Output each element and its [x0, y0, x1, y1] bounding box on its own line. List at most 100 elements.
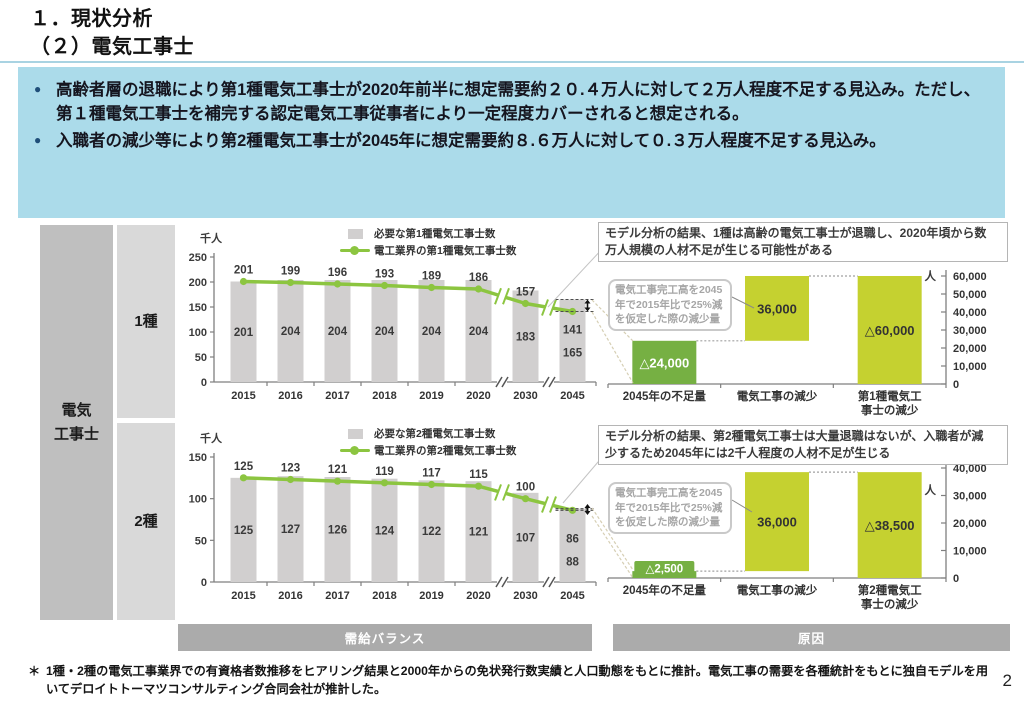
svg-text:20,000: 20,000 — [953, 518, 987, 530]
svg-text:2030: 2030 — [513, 390, 537, 402]
svg-text:2045: 2045 — [560, 590, 584, 602]
svg-text:124: 124 — [375, 525, 395, 537]
svg-text:△60,000: △60,000 — [865, 323, 915, 338]
svg-text:0: 0 — [953, 573, 959, 585]
svg-text:2045: 2045 — [560, 390, 584, 402]
svg-text:2030: 2030 — [513, 590, 537, 602]
svg-text:第2種電気工: 第2種電気工 — [858, 583, 922, 597]
svg-text:2045年の不足量: 2045年の不足量 — [623, 583, 707, 597]
svg-text:2015: 2015 — [231, 390, 255, 402]
y-axis-unit-label: 千人 — [200, 233, 222, 245]
svg-text:196: 196 — [328, 267, 347, 279]
svg-text:2045年の不足量: 2045年の不足量 — [623, 389, 707, 403]
svg-text:2018: 2018 — [372, 390, 396, 402]
svg-text:122: 122 — [422, 526, 441, 538]
type2-cause-chart: 0 10,000 20,000 30,000 40,000 人 △2,500 36,000 △3… — [600, 462, 1024, 632]
svg-text:165: 165 — [563, 348, 583, 360]
type2-bar-line-svg: 0 50 100 150 2015 2016 2017 2018 2019 2020 2030 204… — [189, 452, 597, 602]
type1-model-callout: モデル分析の結果、1種は高齢の電気工事士が退職し、2020年頃から数 万人規模の… — [598, 222, 1008, 262]
svg-text:電気工事の減少: 電気工事の減少 — [737, 389, 818, 403]
svg-text:100: 100 — [516, 482, 535, 494]
svg-text:人: 人 — [925, 483, 937, 497]
type1-assumption-note: 電気工事完工高を2045 年で2015年比で25%減 を仮定した際の減少量 — [608, 279, 732, 332]
type1-supply-demand-chart: 千人 必要な第1種電気工事士数 電工業界の第1種電気工事士数 0 50 100 150… — [180, 227, 600, 423]
type1-cause-chart: 0 10,000 20,000 30,000 40,000 50,000 60,000 人 △2… — [600, 260, 1024, 430]
svg-text:150: 150 — [189, 302, 207, 314]
section-label-cause: 原因 — [613, 624, 1010, 651]
legend-item-industry-type1: 電工業界の第1種電気工事士数 — [338, 243, 516, 258]
summary-bullet: 高齢者層の退職により第1種電気工事士が2020年前半に想定需要約２０.４万人に対… — [32, 79, 987, 127]
svg-text:2015: 2015 — [231, 590, 255, 602]
svg-text:115: 115 — [469, 469, 488, 481]
svg-text:193: 193 — [375, 269, 394, 281]
svg-text:2017: 2017 — [325, 590, 349, 602]
page-title: １．現状分析 （２）電気工事士 — [30, 8, 194, 58]
svg-text:事士の減少: 事士の減少 — [861, 403, 919, 417]
svg-text:人: 人 — [925, 269, 937, 283]
legend-label: 電工業界の第2種電気工事士数 — [374, 445, 517, 457]
svg-text:117: 117 — [422, 468, 441, 480]
svg-text:36,000: 36,000 — [757, 301, 797, 316]
svg-text:30,000: 30,000 — [953, 325, 987, 337]
svg-text:△38,500: △38,500 — [865, 518, 915, 533]
svg-text:123: 123 — [281, 463, 300, 475]
footnote-text: 1種・2種の電気工事業界での有資格者数推移をヒアリング結果と2000年からの免状… — [46, 664, 989, 697]
svg-text:100: 100 — [189, 327, 207, 339]
svg-text:事士の減少: 事士の減少 — [861, 597, 919, 611]
y-axis-unit-label: 千人 — [200, 433, 222, 445]
type2-assumption-note: 電気工事完工高を2045 年で2015年比で25%減 を仮定した際の減少量 — [608, 482, 732, 535]
svg-text:0: 0 — [201, 377, 207, 389]
svg-text:100: 100 — [189, 494, 207, 506]
summary-bullet: 入職者の減少等により第2種電気工事士が2045年に想定需要約８.６万人に対して０… — [32, 130, 987, 154]
svg-text:126: 126 — [328, 525, 347, 537]
svg-text:157: 157 — [516, 287, 535, 299]
svg-text:127: 127 — [281, 524, 300, 536]
svg-text:201: 201 — [234, 327, 254, 339]
svg-text:201: 201 — [234, 265, 254, 277]
svg-text:204: 204 — [422, 326, 442, 338]
sidebar-row-type2: 2種 — [117, 423, 175, 620]
sidebar-row-type1: 1種 — [117, 225, 175, 418]
type2-supply-demand-chart: 千人 必要な第2種電気工事士数 電工業界の第2種電気工事士数 0 50 100 150… — [180, 427, 600, 623]
page-number: 2 — [1002, 671, 1012, 690]
svg-text:0: 0 — [201, 577, 207, 589]
svg-text:60,000: 60,000 — [953, 271, 987, 283]
svg-text:2020: 2020 — [466, 390, 490, 402]
svg-text:183: 183 — [516, 331, 535, 343]
svg-text:2019: 2019 — [419, 390, 443, 402]
bar-swatch-icon — [338, 228, 372, 239]
svg-text:121: 121 — [328, 464, 348, 476]
type1-bar-line-svg: 0 50 100 150 200 250 2015 2016 2017 2018 2019 2020 2… — [189, 252, 597, 402]
svg-text:40,000: 40,000 — [953, 463, 987, 475]
legend-item-industry-type2: 電工業界の第2種電気工事士数 — [338, 443, 516, 458]
bar-swatch-icon — [338, 428, 372, 439]
legend-label: 電工業界の第1種電気工事士数 — [374, 245, 517, 257]
type1-waterfall-svg: 0 10,000 20,000 30,000 40,000 50,000 60,000 人 △2… — [607, 269, 987, 417]
svg-text:121: 121 — [469, 527, 489, 539]
summary-box: 高齢者層の退職により第1種電気工事士が2020年前半に想定需要約２０.４万人に対… — [18, 67, 1005, 218]
legend-item-required-type2: 必要な第2種電気工事士数 — [338, 426, 516, 441]
svg-text:10,000: 10,000 — [953, 546, 987, 558]
svg-text:電気工事の減少: 電気工事の減少 — [737, 583, 818, 597]
svg-text:88: 88 — [566, 557, 579, 569]
svg-text:第1種電気工: 第1種電気工 — [858, 389, 922, 403]
svg-text:2019: 2019 — [419, 590, 443, 602]
svg-text:119: 119 — [375, 466, 394, 478]
summary-bullet-list: 高齢者層の退職により第1種電気工事士が2020年前半に想定需要約２０.４万人に対… — [32, 79, 987, 153]
svg-text:204: 204 — [375, 326, 395, 338]
line-marker-icon — [338, 446, 372, 455]
svg-text:125: 125 — [234, 525, 254, 537]
svg-text:0: 0 — [953, 379, 959, 391]
svg-text:36,000: 36,000 — [757, 515, 797, 530]
svg-text:204: 204 — [328, 326, 348, 338]
svg-text:50: 50 — [195, 535, 207, 547]
type2-model-callout: モデル分析の結果、第2種電気工事士は大量退職はないが、入職者が減 少するため20… — [598, 425, 1008, 465]
svg-text:125: 125 — [234, 461, 254, 473]
svg-text:50: 50 — [195, 352, 207, 364]
svg-text:141: 141 — [563, 325, 583, 337]
legend-item-required-type1: 必要な第1種電気工事士数 — [338, 226, 516, 241]
legend-label: 必要な第2種電気工事士数 — [374, 428, 496, 440]
svg-text:107: 107 — [516, 532, 535, 544]
svg-text:2017: 2017 — [325, 390, 349, 402]
